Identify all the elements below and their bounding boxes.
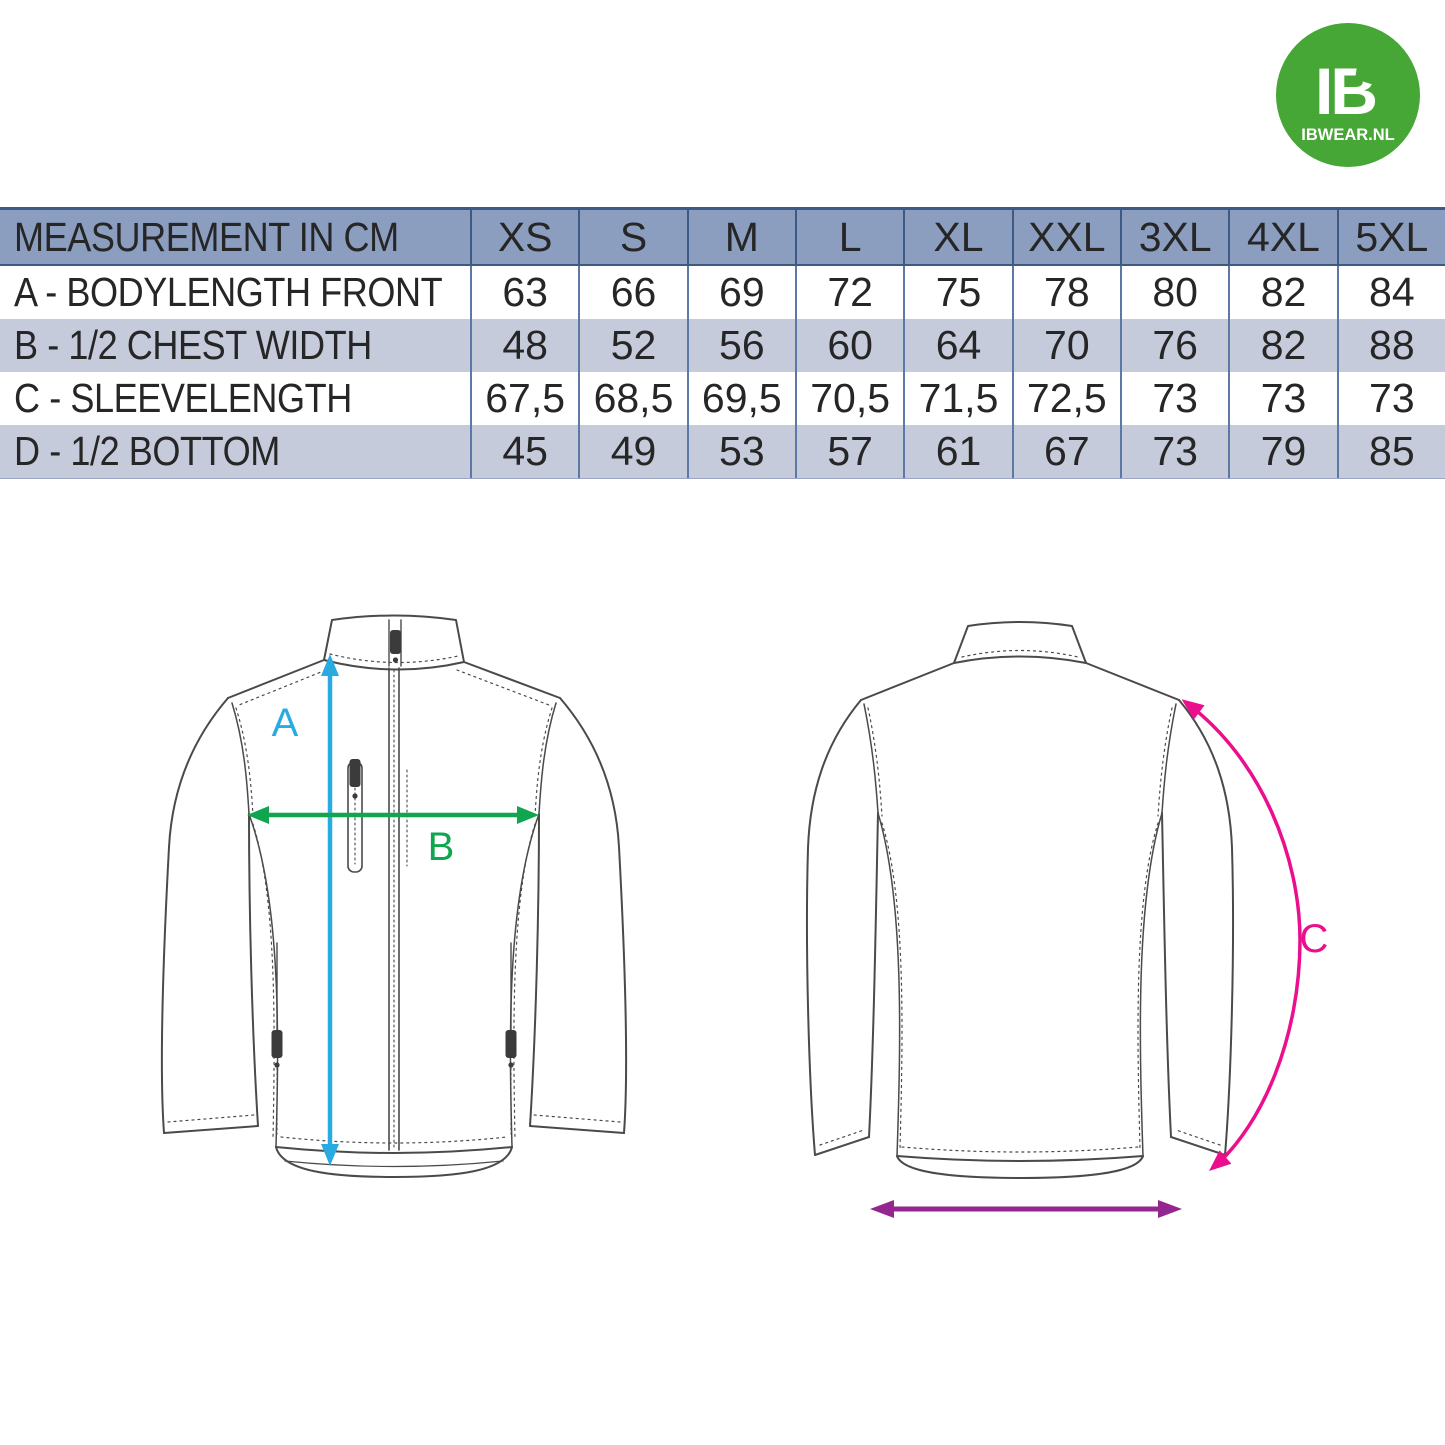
- ibwear-logo: IB IBWEAR.NL: [1276, 23, 1420, 167]
- size-header-4xl: 4XL: [1228, 210, 1336, 264]
- value-cell: 79: [1228, 425, 1336, 478]
- row-label: C - SLEEVELENGTH: [14, 375, 352, 421]
- size-header-xl: XL: [903, 210, 1011, 264]
- value-cell: 67,5: [470, 372, 578, 425]
- size-header-xxl: XXL: [1011, 210, 1120, 264]
- label-b: B: [428, 825, 455, 869]
- value-cell: 69: [686, 266, 795, 319]
- table-row-bodylength: A - BODYLENGTH FRONT 63 66 69 72 75 78 8…: [0, 266, 1445, 319]
- row-label: D - 1/2 BOTTOM: [14, 428, 280, 474]
- row-label: A - BODYLENGTH FRONT: [14, 269, 443, 315]
- row-label: B - 1/2 CHEST WIDTH: [14, 322, 372, 368]
- label-c: C: [1300, 917, 1329, 961]
- value-cell: 68,5: [578, 372, 686, 425]
- size-header-l: L: [795, 210, 903, 264]
- back-jacket-diagram: C: [805, 621, 1329, 1218]
- chest-width-arrow: [247, 806, 539, 824]
- value-cell: 56: [686, 319, 795, 372]
- value-cell: 72: [795, 266, 903, 319]
- value-cell: 70: [1011, 319, 1120, 372]
- sleevelength-arrow: [1181, 699, 1302, 1171]
- value-cell: 85: [1336, 425, 1445, 478]
- value-cell: 66: [578, 266, 686, 319]
- front-jacket-diagram: A B: [160, 614, 628, 1178]
- value-cell: 73: [1336, 372, 1445, 425]
- table-header-row: MEASUREMENT IN CM XS S M L XL XXL 3XL 4X…: [0, 207, 1445, 266]
- value-cell: 82: [1228, 266, 1336, 319]
- table-header-measurement: MEASUREMENT IN CM: [14, 213, 399, 260]
- value-cell: 45: [470, 425, 578, 478]
- back-jacket-outline: [805, 621, 1235, 1179]
- bicep-icon: [1355, 50, 1386, 84]
- value-cell: 69,5: [686, 372, 795, 425]
- value-cell: 73: [1120, 372, 1228, 425]
- value-cell: 78: [1011, 266, 1120, 319]
- size-header-m: M: [686, 210, 795, 264]
- bottom-width-arrow: [870, 1200, 1182, 1218]
- value-cell: 80: [1120, 266, 1228, 319]
- value-cell: 64: [903, 319, 1011, 372]
- value-cell: 53: [686, 425, 795, 478]
- value-cell: 72,5: [1011, 372, 1120, 425]
- value-cell: 63: [470, 266, 578, 319]
- value-cell: 73: [1228, 372, 1336, 425]
- value-cell: 67: [1011, 425, 1120, 478]
- size-header-s: S: [578, 210, 686, 264]
- measurement-table: MEASUREMENT IN CM XS S M L XL XXL 3XL 4X…: [0, 207, 1445, 479]
- value-cell: 71,5: [903, 372, 1011, 425]
- size-header-3xl: 3XL: [1120, 210, 1228, 264]
- logo-circle: [1276, 23, 1420, 167]
- table-row-bottom-width: D - 1/2 BOTTOM 45 49 53 57 61 67 73 79 8…: [0, 425, 1445, 479]
- logo-domain-text: IBWEAR.NL: [1301, 126, 1395, 144]
- value-cell: 49: [578, 425, 686, 478]
- value-cell: 88: [1336, 319, 1445, 372]
- value-cell: 73: [1120, 425, 1228, 478]
- value-cell: 70,5: [795, 372, 903, 425]
- value-cell: 84: [1336, 266, 1445, 319]
- value-cell: 48: [470, 319, 578, 372]
- bodylength-arrow: [321, 654, 339, 1166]
- size-header-xs: XS: [470, 210, 578, 264]
- size-header-5xl: 5XL: [1336, 210, 1445, 264]
- label-a: A: [272, 701, 299, 745]
- zipper-pull-icons: [271, 630, 517, 1068]
- value-cell: 76: [1120, 319, 1228, 372]
- table-row-sleevelength: C - SLEEVELENGTH 67,5 68,5 69,5 70,5 71,…: [0, 372, 1445, 425]
- value-cell: 61: [903, 425, 1011, 478]
- value-cell: 57: [795, 425, 903, 478]
- value-cell: 75: [903, 266, 1011, 319]
- front-jacket-outline: [160, 614, 628, 1178]
- table-row-chest-width: B - 1/2 CHEST WIDTH 48 52 56 60 64 70 76…: [0, 319, 1445, 372]
- value-cell: 60: [795, 319, 903, 372]
- value-cell: 82: [1228, 319, 1336, 372]
- value-cell: 52: [578, 319, 686, 372]
